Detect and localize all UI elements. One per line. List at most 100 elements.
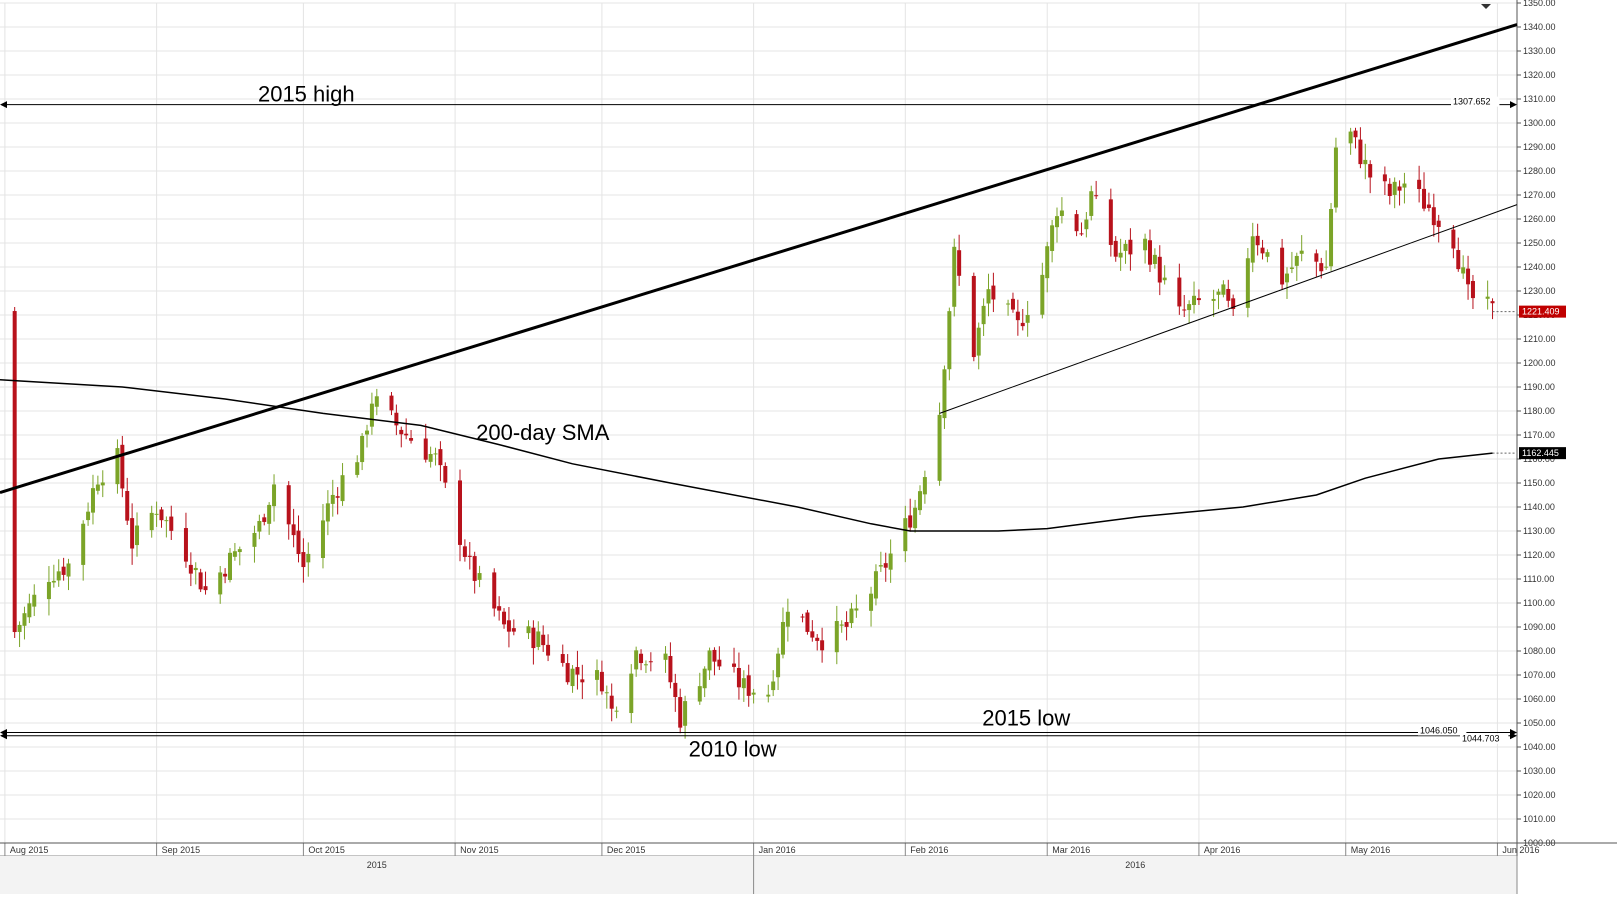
candle-down — [1260, 247, 1265, 254]
candle-up — [1461, 267, 1466, 274]
y-tick-label: 1340.00 — [1523, 22, 1556, 32]
candle-up — [22, 613, 27, 626]
candle-up — [986, 289, 991, 304]
candle-up — [1162, 277, 1167, 281]
candle-down — [883, 563, 888, 568]
candle-up — [115, 448, 120, 485]
candle-up — [1245, 258, 1250, 308]
candle-up — [433, 453, 438, 455]
level-arrow-right-icon — [1510, 732, 1517, 740]
y-tick-label: 1020.00 — [1523, 790, 1556, 800]
candle-down — [1397, 186, 1402, 191]
candle-down — [1353, 130, 1358, 138]
y-tick-label: 1140.00 — [1523, 502, 1555, 512]
candle-up — [776, 653, 781, 678]
sma-200-line — [0, 379, 1493, 532]
candle-down — [1319, 263, 1324, 272]
candle-down — [531, 627, 536, 649]
candle-down — [957, 250, 962, 276]
candle-down — [736, 667, 741, 688]
overlay-lines — [0, 23, 1518, 740]
candle-up — [937, 414, 942, 481]
y-tick-label: 1230.00 — [1523, 286, 1556, 296]
candle-up — [1285, 273, 1290, 283]
candle-down — [668, 656, 673, 683]
candle-up — [360, 435, 365, 463]
candle-down — [560, 654, 565, 663]
candle-up — [86, 511, 91, 521]
candle-down — [1456, 250, 1461, 270]
candle-down — [810, 631, 815, 638]
candle-down — [1417, 179, 1422, 189]
candle-down — [1074, 214, 1079, 232]
candle-up — [604, 692, 609, 694]
candle-down — [565, 663, 570, 683]
candle-up — [1089, 191, 1094, 216]
level-arrow-left-icon — [0, 101, 7, 109]
x-tick-label: May 2016 — [1351, 845, 1391, 855]
candle-up — [570, 668, 575, 687]
candle-down — [457, 480, 462, 545]
candle-up — [1055, 216, 1060, 228]
candle-up — [785, 611, 790, 627]
candle-down — [462, 546, 467, 557]
y-tick-label: 1290.00 — [1523, 142, 1556, 152]
candle-up — [526, 626, 531, 634]
candle-down — [1466, 268, 1471, 285]
level-arrow-right-icon — [1510, 101, 1517, 109]
candle-down — [1147, 240, 1152, 265]
year-band — [0, 856, 1517, 894]
candle-down — [1368, 164, 1373, 178]
price-tag-bg — [1519, 305, 1566, 318]
candle-down — [1490, 301, 1495, 304]
y-tick-label: 1030.00 — [1523, 766, 1556, 776]
x-tick-label: Jan 2016 — [759, 845, 796, 855]
candle-down — [423, 438, 428, 460]
candle-up — [330, 494, 335, 504]
candle-down — [1113, 240, 1118, 257]
candle-down — [1280, 247, 1285, 285]
candle-up — [272, 484, 277, 507]
candle-up — [1050, 225, 1055, 251]
candle-up — [947, 311, 952, 370]
y-tick-label: 1320.00 — [1523, 70, 1556, 80]
support-trend-line — [939, 204, 1518, 414]
candle-down — [1079, 233, 1084, 235]
candle-up — [869, 593, 874, 611]
candle-up — [1265, 252, 1270, 257]
candle-up — [839, 624, 844, 626]
candle-down — [301, 552, 306, 568]
candle-up — [1289, 267, 1294, 269]
resistance-trend-line — [0, 23, 1518, 495]
candle-up — [1294, 255, 1299, 266]
level-value-label: 1044.703 — [1462, 734, 1500, 744]
y-tick-label: 1330.00 — [1523, 46, 1556, 56]
candle-up — [369, 403, 374, 427]
candle-up — [888, 553, 893, 570]
candle-down — [12, 311, 17, 633]
candle-up — [1221, 284, 1226, 295]
candle-down — [678, 697, 683, 728]
annotations: 1307.652 1046.050 1044.703 2015 high 2015 lo… — [258, 81, 1566, 762]
candle-up — [56, 571, 61, 581]
candle-up — [340, 475, 345, 502]
candle-up — [873, 571, 878, 599]
candle-up — [267, 504, 272, 524]
y-tick-label: 1350.00 — [1523, 0, 1556, 8]
candle-down — [1108, 199, 1113, 245]
candle-down — [169, 516, 174, 531]
candle-up — [320, 520, 325, 558]
candle-down — [1426, 204, 1431, 208]
candle-up — [697, 686, 702, 702]
candle-up — [1123, 243, 1128, 251]
candle-up — [1045, 246, 1050, 279]
candle-down — [1226, 288, 1231, 301]
candle-down — [497, 606, 502, 611]
candle-down — [546, 644, 551, 656]
candle-down — [1358, 139, 1363, 165]
candle-up — [1211, 298, 1216, 301]
y-tick-label: 1190.00 — [1523, 382, 1555, 392]
